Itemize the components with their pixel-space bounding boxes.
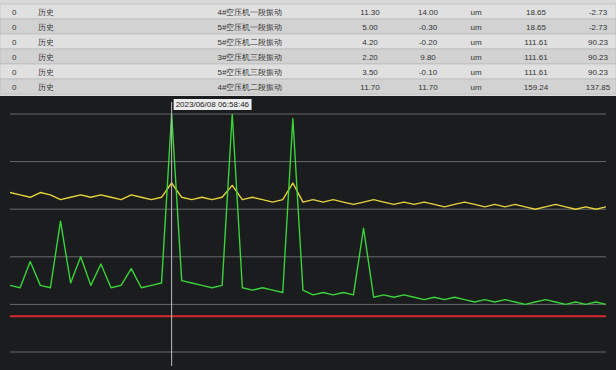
table-row — [0, 4, 616, 19]
table-cell: 14.00 — [418, 8, 439, 17]
grid-line — [10, 352, 606, 353]
table-cell: 0 — [12, 23, 17, 32]
table-cell: -0.10 — [419, 68, 438, 77]
grid-line — [10, 256, 606, 257]
table-cell: 0 — [12, 68, 17, 77]
table-cell: 18.65 — [526, 23, 547, 32]
table-cell: 111.61 — [524, 68, 548, 77]
cursor-label-background — [174, 99, 252, 110]
table-row — [0, 34, 616, 49]
table-cell: um — [470, 23, 481, 32]
table-cell: 2.20 — [362, 53, 378, 62]
table-cell: um — [470, 83, 481, 92]
table-cell: 111.61 — [524, 53, 548, 62]
table-cell: -0.30 — [419, 23, 438, 32]
table-cell: 111.61 — [524, 38, 548, 47]
table-cell: 0 — [12, 8, 17, 17]
plot-area — [10, 114, 606, 316]
grid-line — [10, 114, 606, 115]
table-cell: 11.70 — [360, 83, 380, 92]
table-cell: um — [470, 8, 481, 17]
grid-line — [10, 161, 606, 162]
table-cell: um — [470, 53, 481, 62]
table-cell: 5.00 — [362, 23, 378, 32]
cursor-line — [171, 102, 172, 366]
table-cell: -2.73 — [589, 23, 608, 32]
table-cell: 90.23 — [588, 53, 609, 62]
table-cell: 9.80 — [420, 53, 436, 62]
chart-background — [0, 97, 616, 370]
table-cell: 137.85 — [586, 83, 611, 92]
table-row — [0, 64, 616, 79]
table-cell: 5#空压机三段振动 — [218, 68, 283, 77]
cursor-label: 2023/06/08 06:58:46 — [176, 100, 250, 109]
table-cell: 0 — [12, 53, 17, 62]
table-cell: 历史 — [38, 23, 54, 32]
table-cell: 5#空压机一段振动 — [218, 23, 283, 32]
table-cell: 90.23 — [588, 38, 609, 47]
table-cell: 历史 — [38, 83, 54, 92]
table-cell: 3#空压机三段振动 — [218, 53, 283, 62]
table-cell: 3.50 — [362, 68, 378, 77]
table-cell: 0 — [12, 38, 17, 47]
table-cell: 4.20 — [362, 38, 378, 47]
table-cell: 历史 — [38, 53, 54, 62]
table-cell: 5#空压机二段振动 — [218, 38, 283, 47]
series-line — [10, 183, 606, 209]
table-cell: 11.70 — [418, 83, 438, 92]
grid-line — [10, 209, 606, 210]
table-cell: 18.65 — [526, 8, 547, 17]
table-cell: 历史 — [38, 8, 54, 17]
table-cell: -2.73 — [589, 8, 608, 17]
table-row — [0, 79, 616, 94]
table-cell: 历史 — [38, 38, 54, 47]
table-row — [0, 19, 616, 34]
grid-line — [10, 304, 606, 305]
table-cell: um — [470, 38, 481, 47]
table-cell: 4#空压机二段振动 — [218, 83, 283, 92]
table-row — [0, 49, 616, 64]
table-cell: 11.30 — [360, 8, 380, 17]
series-line — [10, 315, 606, 317]
table-cell: um — [470, 68, 481, 77]
table-cell: -0.20 — [419, 38, 438, 47]
series-line — [10, 114, 606, 304]
table-cell: 90.23 — [588, 68, 609, 77]
table-cell: 159.24 — [524, 83, 549, 92]
table-cell: 4#空压机一段振动 — [218, 8, 283, 17]
table-cell: 历史 — [38, 68, 54, 77]
table-cell: 0 — [12, 83, 17, 92]
screen: 0 历史 4#空压机一段振动 11.30 14.00 um 18.65 -2.73 0 历史 5#空… — [0, 0, 616, 370]
table-background — [0, 0, 616, 96]
